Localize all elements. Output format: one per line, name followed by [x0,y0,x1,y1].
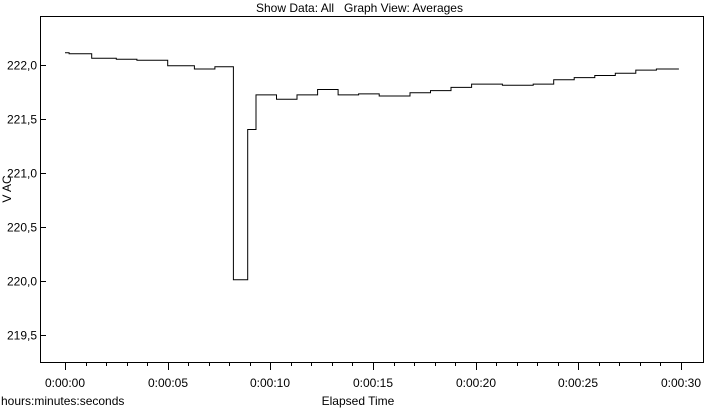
x-tick-label: 0:00:15 [353,376,393,390]
x-unit-label: hours:minutes:seconds [1,394,124,408]
series-line [65,52,679,281]
x-axis-label: Elapsed Time [322,394,395,408]
x-tick-label: 0:00:20 [456,376,496,390]
plot-area [40,16,704,363]
x-tick-label: 0:00:25 [558,376,598,390]
show-data-label[interactable]: Show Data: All [256,1,334,15]
graph-view-label[interactable]: Graph View: Averages [344,1,463,15]
x-tick-label: 0:00:10 [250,376,290,390]
y-axis-ticks: 219,5 220,0 220,5 221,0 221,5 222,0 [7,59,46,343]
y-tick-label: 222,0 [7,59,37,73]
x-tick-label: 0:00:30 [661,376,701,390]
y-tick-label: 220,5 [7,221,37,235]
y-tick-label: 221,0 [7,167,37,181]
y-tick-label: 219,5 [7,329,37,343]
series-group [65,52,679,281]
x-tick-label: 0:00:00 [45,376,85,390]
y-tick-label: 221,5 [7,113,37,127]
y-tick-label: 220,0 [7,275,37,289]
x-axis-ticks: 0:00:00 0:00:05 0:00:10 0:00:15 0:00:20 0:00:… [45,362,701,390]
x-tick-label: 0:00:05 [148,376,188,390]
y-axis-label: V AC [0,175,14,203]
